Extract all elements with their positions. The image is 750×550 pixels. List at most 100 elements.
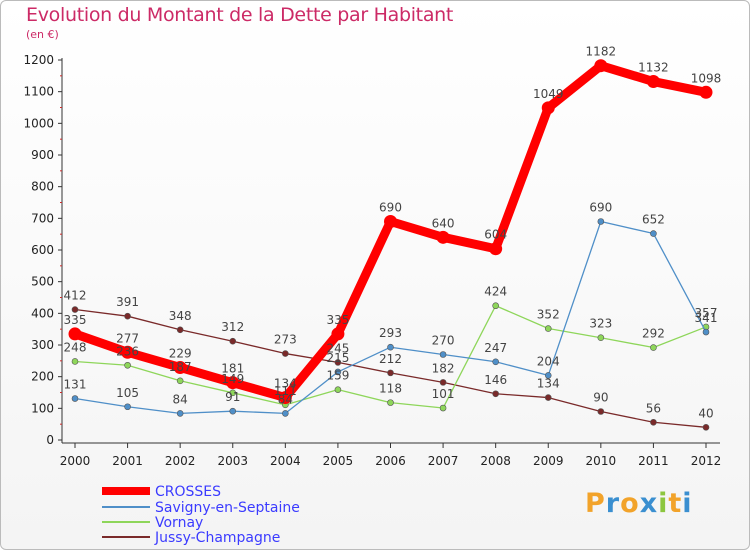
- data-point: [124, 403, 131, 411]
- data-label: 352: [537, 308, 560, 322]
- data-label: 236: [116, 344, 139, 358]
- y-tick-label: 500: [31, 275, 54, 289]
- data-point: [121, 345, 135, 359]
- y-tick-label: 400: [31, 306, 54, 320]
- data-point: [439, 404, 447, 412]
- data-point: [544, 372, 552, 379]
- data-point: [334, 359, 342, 366]
- data-point: [597, 408, 605, 415]
- data-point: [331, 327, 345, 341]
- data-point: [387, 343, 394, 351]
- data-label: 91: [225, 390, 240, 404]
- data-label: 248: [64, 340, 87, 354]
- data-label: 181: [221, 362, 244, 376]
- data-label: 84: [173, 392, 188, 406]
- brand-letter: i: [682, 488, 693, 519]
- data-label: 652: [642, 213, 665, 227]
- data-point: [702, 328, 710, 336]
- data-point: [229, 407, 237, 415]
- data-point: [646, 75, 660, 89]
- legend-label: Jussy-Champagne: [154, 530, 280, 546]
- x-tick-label: 2000: [60, 454, 91, 468]
- data-point: [176, 410, 184, 417]
- brand-letter: P: [585, 488, 606, 519]
- legend-label: Savigny-en-Septaine: [155, 500, 300, 516]
- data-point: [594, 59, 608, 73]
- data-point: [702, 424, 710, 431]
- data-label: 204: [537, 354, 560, 368]
- data-point: [699, 85, 713, 99]
- brand-letter: t: [668, 488, 683, 519]
- data-label: 187: [169, 360, 192, 374]
- data-label: 229: [169, 346, 192, 360]
- y-tick-label: 1200: [23, 53, 54, 67]
- data-label: 245: [326, 341, 349, 355]
- data-label: 273: [274, 333, 297, 347]
- data-label: 1049: [533, 87, 564, 101]
- data-label: 111: [274, 384, 297, 398]
- data-point: [282, 350, 289, 357]
- y-tick-label: 1000: [23, 116, 54, 130]
- data-label: 101: [432, 387, 455, 401]
- brand-letter: i: [658, 488, 669, 519]
- x-tick-label: 2004: [270, 454, 301, 468]
- x-tick-label: 2002: [165, 454, 196, 468]
- data-label: 690: [589, 201, 612, 215]
- data-point: [229, 337, 237, 345]
- data-point: [544, 394, 552, 401]
- y-tick-label: 700: [31, 211, 54, 225]
- data-point: [68, 327, 82, 341]
- data-label: 690: [379, 201, 402, 215]
- data-point: [124, 361, 131, 369]
- x-tick-label: 2003: [217, 454, 248, 468]
- legend-label: Vornay: [155, 515, 203, 531]
- data-point: [71, 395, 79, 402]
- data-label: 312: [221, 320, 244, 334]
- data-label: 1098: [691, 71, 722, 85]
- data-label: 277: [116, 331, 139, 345]
- y-tick-label: 600: [31, 243, 54, 257]
- data-label: 348: [169, 309, 192, 323]
- y-tick-label: 800: [31, 180, 54, 194]
- data-label: 215: [326, 351, 349, 365]
- data-point: [489, 242, 503, 256]
- data-point: [597, 218, 605, 225]
- x-tick-label: 2012: [691, 454, 722, 468]
- data-label: 118: [379, 382, 402, 396]
- data-label: 335: [326, 313, 349, 327]
- data-label: 134: [537, 377, 560, 391]
- data-point: [387, 399, 394, 406]
- data-point: [492, 390, 499, 398]
- y-tick-label: 300: [31, 338, 54, 352]
- x-tick-label: 2007: [428, 454, 459, 468]
- y-tick-label: 900: [31, 148, 54, 162]
- brand-letter: r: [605, 488, 621, 519]
- data-point: [387, 369, 394, 377]
- data-point: [492, 358, 499, 366]
- legend-label: CROSSES: [155, 484, 221, 500]
- chart-title: Evolution du Montant de la Dette par Hab…: [26, 4, 454, 26]
- data-point: [334, 368, 342, 376]
- data-point: [176, 377, 184, 385]
- data-label: 149: [221, 372, 244, 386]
- data-point: [541, 101, 555, 115]
- x-tick-label: 2005: [323, 454, 354, 468]
- brand-letter: o: [620, 488, 640, 519]
- data-label: 1132: [638, 61, 669, 75]
- data-label: 412: [64, 289, 87, 303]
- data-label: 292: [642, 327, 665, 341]
- data-point: [384, 215, 397, 228]
- data-label: 159: [326, 369, 349, 383]
- x-tick-label: 2009: [533, 454, 564, 468]
- data-label: 323: [589, 317, 612, 331]
- data-point: [226, 376, 240, 390]
- data-label: 335: [64, 313, 87, 327]
- data-point: [334, 386, 342, 393]
- data-label: 105: [116, 386, 139, 400]
- x-tick-label: 2010: [586, 454, 617, 468]
- y-tick-label: 200: [31, 370, 54, 384]
- data-point: [439, 351, 447, 358]
- data-label: 424: [484, 285, 507, 299]
